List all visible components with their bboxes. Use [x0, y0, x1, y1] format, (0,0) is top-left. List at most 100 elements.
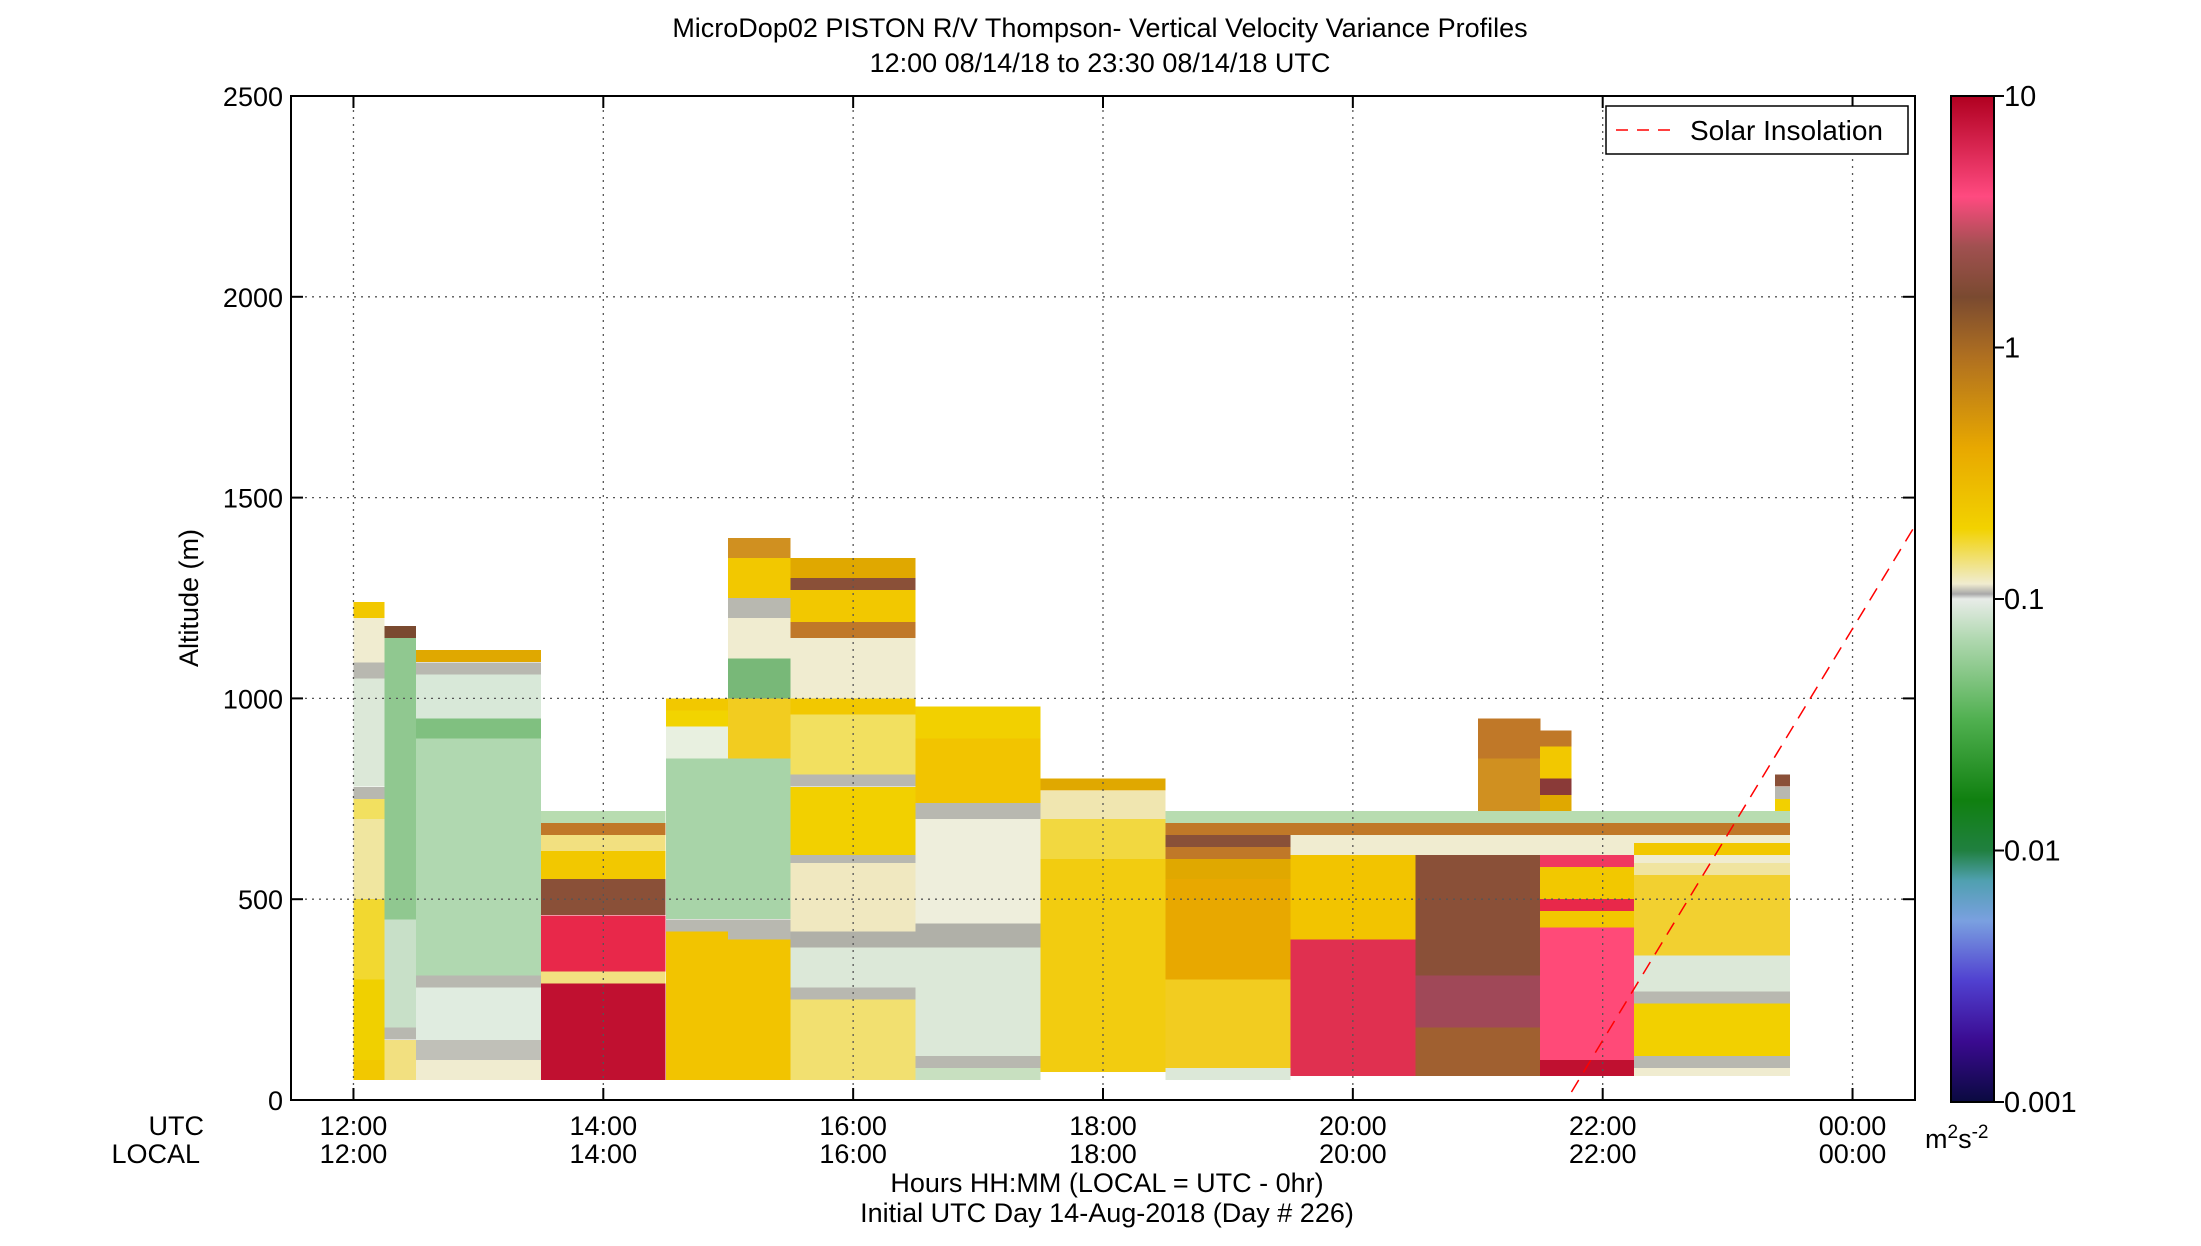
variance-cell — [1540, 911, 1634, 928]
x-tick-label-utc: 20:00 — [1319, 1111, 1387, 1141]
variance-cell — [728, 618, 791, 659]
x-tick-label-local: 20:00 — [1319, 1139, 1387, 1169]
variance-cell — [1540, 778, 1572, 795]
solar-insolation-line — [1570, 525, 1916, 1093]
initial-day-label: Initial UTC Day 14-Aug-2018 (Day # 226) — [860, 1198, 1354, 1228]
y-tick-label: 2000 — [223, 283, 283, 313]
y-tick-label: 500 — [238, 885, 283, 915]
variance-cell — [728, 658, 791, 699]
variance-cell — [384, 638, 416, 920]
variance-cell — [1633, 822, 1791, 835]
variance-cell — [1165, 834, 1291, 847]
unit-m: m — [1925, 1124, 1948, 1154]
grid-lines — [291, 96, 1915, 1100]
variance-cell — [1633, 1067, 1791, 1076]
variance-cell — [1775, 786, 1791, 799]
variance-cell — [790, 638, 916, 699]
variance-cell — [728, 698, 791, 759]
variance-cell — [790, 931, 916, 948]
variance-cell — [1775, 798, 1791, 811]
variance-cell — [665, 931, 729, 1080]
local-row-label: LOCAL — [111, 1139, 200, 1169]
variance-cell — [415, 662, 541, 675]
x-tick-label-utc: 18:00 — [1069, 1111, 1137, 1141]
variance-cell — [1165, 847, 1291, 859]
legend: Solar Insolation — [1605, 105, 1909, 155]
variance-cell — [1290, 855, 1416, 940]
y-tick-label: 0 — [268, 1086, 283, 1116]
variance-cell — [1540, 867, 1634, 900]
variance-cell — [1540, 746, 1572, 779]
variance-cell — [1633, 991, 1791, 1004]
variance-cell — [1165, 879, 1291, 980]
chart-title: MicroDop02 PISTON R/V Thompson- Vertical… — [672, 13, 1527, 43]
variance-cell — [1415, 822, 1478, 835]
variance-cell — [790, 786, 916, 856]
x-tick-label-utc: 12:00 — [320, 1111, 388, 1141]
variance-cell — [728, 557, 791, 598]
variance-cell — [1165, 810, 1291, 823]
variance-cell — [1540, 834, 1634, 855]
variance-cell — [1290, 822, 1416, 835]
variance-cell — [415, 1059, 541, 1080]
x-tick-label-utc: 14:00 — [570, 1111, 638, 1141]
colorbar-unit: m2s-2 — [1925, 1122, 1988, 1154]
variance-cell — [1633, 855, 1791, 863]
unit-s: s — [1958, 1124, 1972, 1154]
variance-cell — [790, 947, 916, 988]
variance-cell — [1633, 834, 1791, 843]
colorbar-tick-label: 0.01 — [2004, 836, 2060, 868]
variance-cell — [915, 738, 1041, 803]
variance-cell — [1477, 810, 1541, 823]
variance-cell — [1415, 810, 1478, 823]
variance-cell — [1165, 822, 1291, 835]
variance-cell — [790, 714, 916, 775]
variance-cell — [384, 1039, 416, 1080]
variance-cell — [790, 999, 916, 1080]
x-tick-label-local: 14:00 — [570, 1139, 638, 1169]
variance-cell — [415, 718, 541, 739]
variance-cell — [1540, 730, 1572, 747]
variance-cell — [1633, 843, 1791, 855]
variance-cell — [790, 577, 916, 590]
solar-insolation-curve — [1570, 525, 1916, 1093]
variance-cell — [665, 758, 729, 920]
variance-cell — [665, 726, 729, 759]
variance-cell — [1477, 834, 1541, 855]
variance-cell — [353, 899, 385, 980]
variance-cell — [1540, 1059, 1634, 1076]
variance-cell — [353, 602, 385, 619]
variance-cell — [1040, 778, 1166, 791]
colorbar-tick-label: 0.1 — [2004, 584, 2044, 616]
variance-cell — [1415, 855, 1478, 976]
variance-cell — [415, 674, 541, 719]
variance-cells — [353, 537, 1791, 1080]
colorbar-tick-label: 0.001 — [2004, 1087, 2077, 1119]
variance-cell — [915, 706, 1041, 739]
variance-cell — [728, 919, 791, 940]
variance-cell — [1633, 955, 1791, 992]
x-tick-label-local: 12:00 — [320, 1139, 388, 1169]
variance-cell — [665, 919, 729, 932]
y-tick-label: 1500 — [223, 484, 283, 514]
variance-cell — [353, 979, 385, 1060]
y-axis-label: Altitude (m) — [174, 529, 204, 667]
x-tick-label-utc: 16:00 — [819, 1111, 887, 1141]
variance-cell — [1290, 834, 1416, 855]
variance-cell — [1633, 875, 1791, 956]
variance-cell — [1540, 899, 1634, 912]
variance-cell — [1633, 810, 1791, 823]
variance-cell — [540, 810, 666, 823]
variance-cell — [384, 626, 416, 639]
x-tick-label-local: 18:00 — [1069, 1139, 1137, 1169]
y-axis-ticks: 0 500 1000 1500 2000 2500 — [223, 82, 1915, 1116]
variance-cell — [353, 678, 385, 787]
variance-cell — [1540, 810, 1634, 823]
variance-cell — [1165, 1067, 1291, 1080]
variance-cell — [915, 947, 1041, 1056]
x-tick-label-local: 16:00 — [819, 1139, 887, 1169]
variance-cell — [415, 650, 541, 663]
variance-cell — [728, 939, 791, 1080]
